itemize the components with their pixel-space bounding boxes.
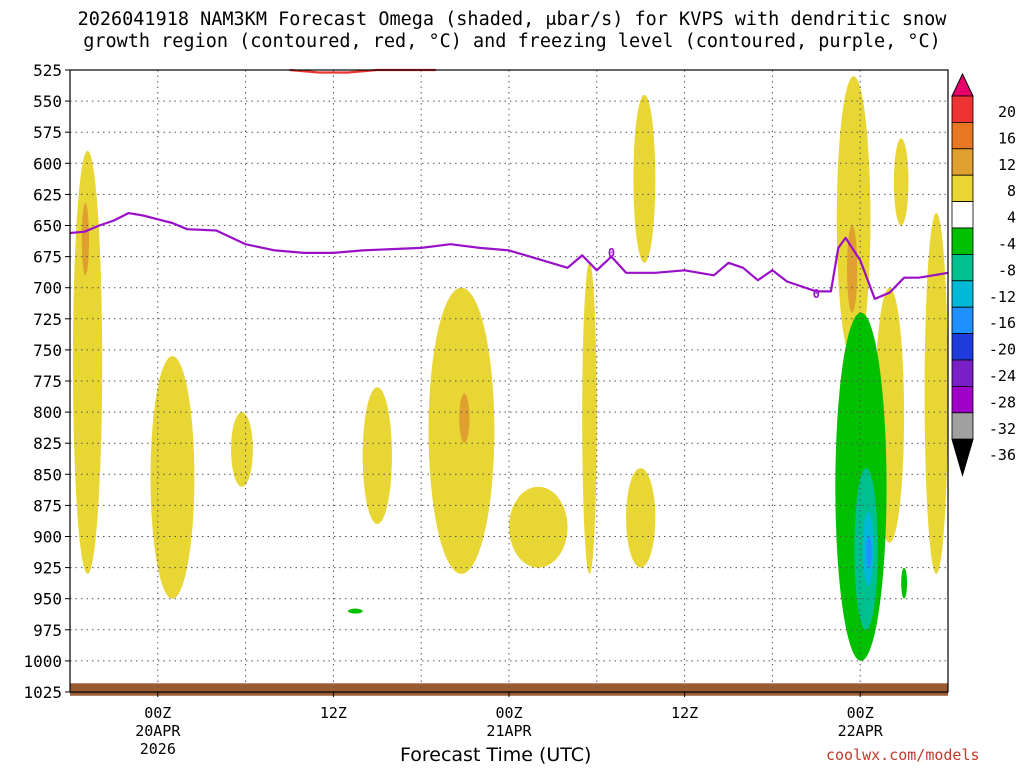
colorbar-label-10: -24	[989, 367, 1016, 385]
colorbar-label-5: -4	[998, 235, 1016, 253]
omega-region-11	[836, 76, 871, 363]
colorbar-label-1: 16	[998, 129, 1016, 147]
y-tick-label-625: 625	[33, 185, 62, 204]
omega-region-1	[81, 203, 90, 276]
omega-shading	[72, 76, 948, 661]
colorbar-label-9: -20	[989, 341, 1016, 359]
freezing-level-label-0: 0	[608, 246, 615, 260]
omega-region-0	[72, 150, 103, 574]
colorbar-label-13: -36	[989, 446, 1016, 464]
surface-band	[70, 683, 948, 696]
y-tick-label-800: 800	[33, 403, 62, 422]
y-tick-label-525: 525	[33, 61, 62, 80]
omega-region-12	[847, 225, 858, 313]
chart-title-line1: 2026041918 NAM3KM Forecast Omega (shaded…	[77, 9, 947, 30]
axes: 525 550 575 600 625 650 675 700 725 750 775 800 825 8…	[23, 61, 949, 758]
colorbar-segment-12	[951, 412, 974, 440]
colorbar-label-2: 12	[998, 156, 1016, 174]
colorbar-segment-6	[951, 253, 974, 282]
colorbar-segment-10	[951, 359, 974, 387]
x-tick-label-3: 12Z	[671, 704, 698, 722]
colorbar-label-4: 4	[1007, 209, 1016, 227]
freezing-level-label-1: 0	[813, 287, 820, 301]
y-tick-label-650: 650	[33, 217, 62, 236]
omega-region-3	[230, 412, 253, 487]
y-tick-label-875: 875	[33, 496, 62, 515]
y-tick-label-1000: 1000	[23, 652, 62, 671]
x-tick-label-1: 12Z	[320, 704, 347, 722]
colorbar-label-0: 20	[998, 103, 1016, 121]
colorbar-label-3: 8	[1007, 182, 1016, 200]
omega-region-8	[582, 262, 597, 574]
surface-terrain-band	[70, 683, 948, 696]
omega-region-4	[362, 387, 392, 525]
x-tick-date-0: 20APR	[135, 722, 181, 740]
omega-region-21	[901, 567, 908, 599]
colorbar: 20 16 12 8 4 -4 -8 -12 -16 -20 -24 -28 -32 -36	[951, 72, 1016, 477]
colorbar-label-11: -28	[989, 393, 1016, 411]
colorbar-segment-2	[951, 148, 974, 176]
colorbar-label-6: -8	[998, 261, 1016, 279]
y-tick-label-925: 925	[33, 559, 62, 578]
y-tick-label-750: 750	[33, 341, 62, 360]
y-tick-label-725: 725	[33, 310, 62, 329]
x-tick-label-4: 00Z	[847, 704, 874, 722]
x-tick-year-0: 2026	[140, 740, 176, 758]
colorbar-segment-9	[951, 333, 974, 361]
colorbar-label-8: -16	[989, 314, 1016, 332]
omega-region-20	[348, 608, 363, 614]
y-tick-label-900: 900	[33, 528, 62, 547]
colorbar-top-arrow	[951, 72, 974, 97]
y-tick-label-975: 975	[33, 621, 62, 640]
omega-region-6	[459, 393, 470, 444]
omega-region-14	[893, 138, 909, 226]
chart-title-line2: growth region (contoured, red, °C) and f…	[83, 31, 941, 52]
colorbar-segment-8	[951, 306, 974, 335]
y-tick-label-825: 825	[33, 434, 62, 453]
colorbar-segment-11	[951, 385, 974, 414]
y-tick-label-700: 700	[33, 279, 62, 298]
omega-region-9	[633, 94, 656, 263]
colorbar-bottom-arrow	[951, 438, 974, 477]
omega-region-7	[509, 486, 568, 568]
y-tick-label-850: 850	[33, 465, 62, 484]
credit-link[interactable]: coolwx.com/models	[826, 746, 980, 764]
colorbar-segment-3	[951, 174, 974, 202]
colorbar-segment-7	[951, 280, 974, 308]
x-tick-date-4: 22APR	[838, 722, 884, 740]
omega-region-15	[924, 213, 948, 574]
y-tick-label-550: 550	[33, 92, 62, 111]
y-tick-label-600: 600	[33, 154, 62, 173]
colorbar-label-7: -12	[989, 288, 1016, 306]
x-axis-title: Forecast Time (UTC)	[400, 744, 592, 766]
y-tick-label-775: 775	[33, 372, 62, 391]
y-tick-label-950: 950	[33, 590, 62, 609]
colorbar-segment-1	[951, 122, 974, 150]
freezing-level-contour	[69, 212, 949, 300]
x-tick-label-2: 00Z	[495, 704, 522, 722]
colorbar-segment-5	[951, 227, 974, 255]
y-tick-label-575: 575	[33, 123, 62, 142]
omega-region-19	[866, 536, 872, 568]
y-tick-label-1025: 1025	[23, 683, 62, 702]
omega-region-10	[626, 468, 656, 568]
colorbar-segment-4	[951, 201, 974, 229]
colorbar-segment-0	[951, 95, 974, 123]
omega-region-2	[150, 356, 195, 599]
x-tick-label-0: 00Z	[144, 704, 171, 722]
colorbar-label-12: -32	[989, 420, 1016, 438]
x-tick-date-2: 21APR	[486, 722, 532, 740]
y-tick-label-675: 675	[33, 248, 62, 267]
